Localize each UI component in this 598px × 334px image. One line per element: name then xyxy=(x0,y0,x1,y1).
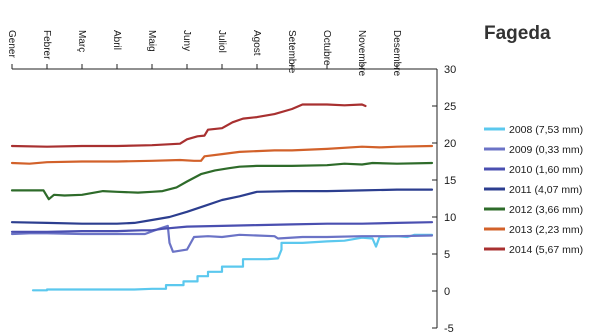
legend-label: 2012 (3,66 mm) xyxy=(509,204,583,216)
y-tick-label: 5 xyxy=(444,249,450,261)
chart-title: Fageda xyxy=(484,23,551,44)
x-tick-label: Abril xyxy=(111,30,122,50)
y-tick-label: 0 xyxy=(444,286,450,298)
x-tick-labels: Gener Febrer Març Abril Maig Juny Juliol Agost S… xyxy=(6,30,402,77)
x-tick-label: Juliol xyxy=(216,30,227,53)
x-tick-label: Setembre xyxy=(286,30,297,74)
x-tick-label: Març xyxy=(76,30,87,52)
y-tick-label: 10 xyxy=(444,212,456,224)
y-tick-label: 30 xyxy=(444,64,456,76)
x-tick-label: Novembre xyxy=(356,30,367,77)
y-tick-label: -5 xyxy=(444,323,454,334)
series-line xyxy=(10,188,434,225)
y-tick-label: 25 xyxy=(444,101,456,113)
x-tick-label: Agost xyxy=(251,30,262,56)
legend-label: 2008 (7,53 mm) xyxy=(509,124,583,136)
series-lines xyxy=(10,103,434,292)
y-tick-label: 20 xyxy=(444,138,456,150)
axes xyxy=(12,68,438,328)
x-tick-label: Desembre xyxy=(391,30,402,77)
series-line xyxy=(10,144,434,165)
x-tick-label: Febrer xyxy=(41,30,52,60)
legend-label: 2013 (2,23 mm) xyxy=(509,224,583,236)
x-tick-label: Gener xyxy=(6,30,17,58)
series-line xyxy=(10,161,434,201)
series-line xyxy=(31,233,434,292)
series-line xyxy=(10,103,367,148)
legend-label: 2010 (1,60 mm) xyxy=(509,164,583,176)
x-tick-label: Maig xyxy=(146,30,157,52)
y-tick-label: 15 xyxy=(444,175,456,187)
y-tick-labels: -5 0 5 10 15 20 25 30 xyxy=(432,64,456,334)
legend-label: 2009 (0,33 mm) xyxy=(509,144,583,156)
x-tick-label: Juny xyxy=(181,30,192,51)
legend-label: 2011 (4,07 mm) xyxy=(509,184,582,196)
series-line xyxy=(10,221,434,233)
legend: 2008 (7,53 mm) 2009 (0,33 mm) 2010 (1,60 m… xyxy=(484,124,583,256)
legend-label: 2014 (5,67 mm) xyxy=(509,244,583,256)
x-tick-label: Octubre xyxy=(321,30,332,66)
series-line xyxy=(10,224,434,253)
